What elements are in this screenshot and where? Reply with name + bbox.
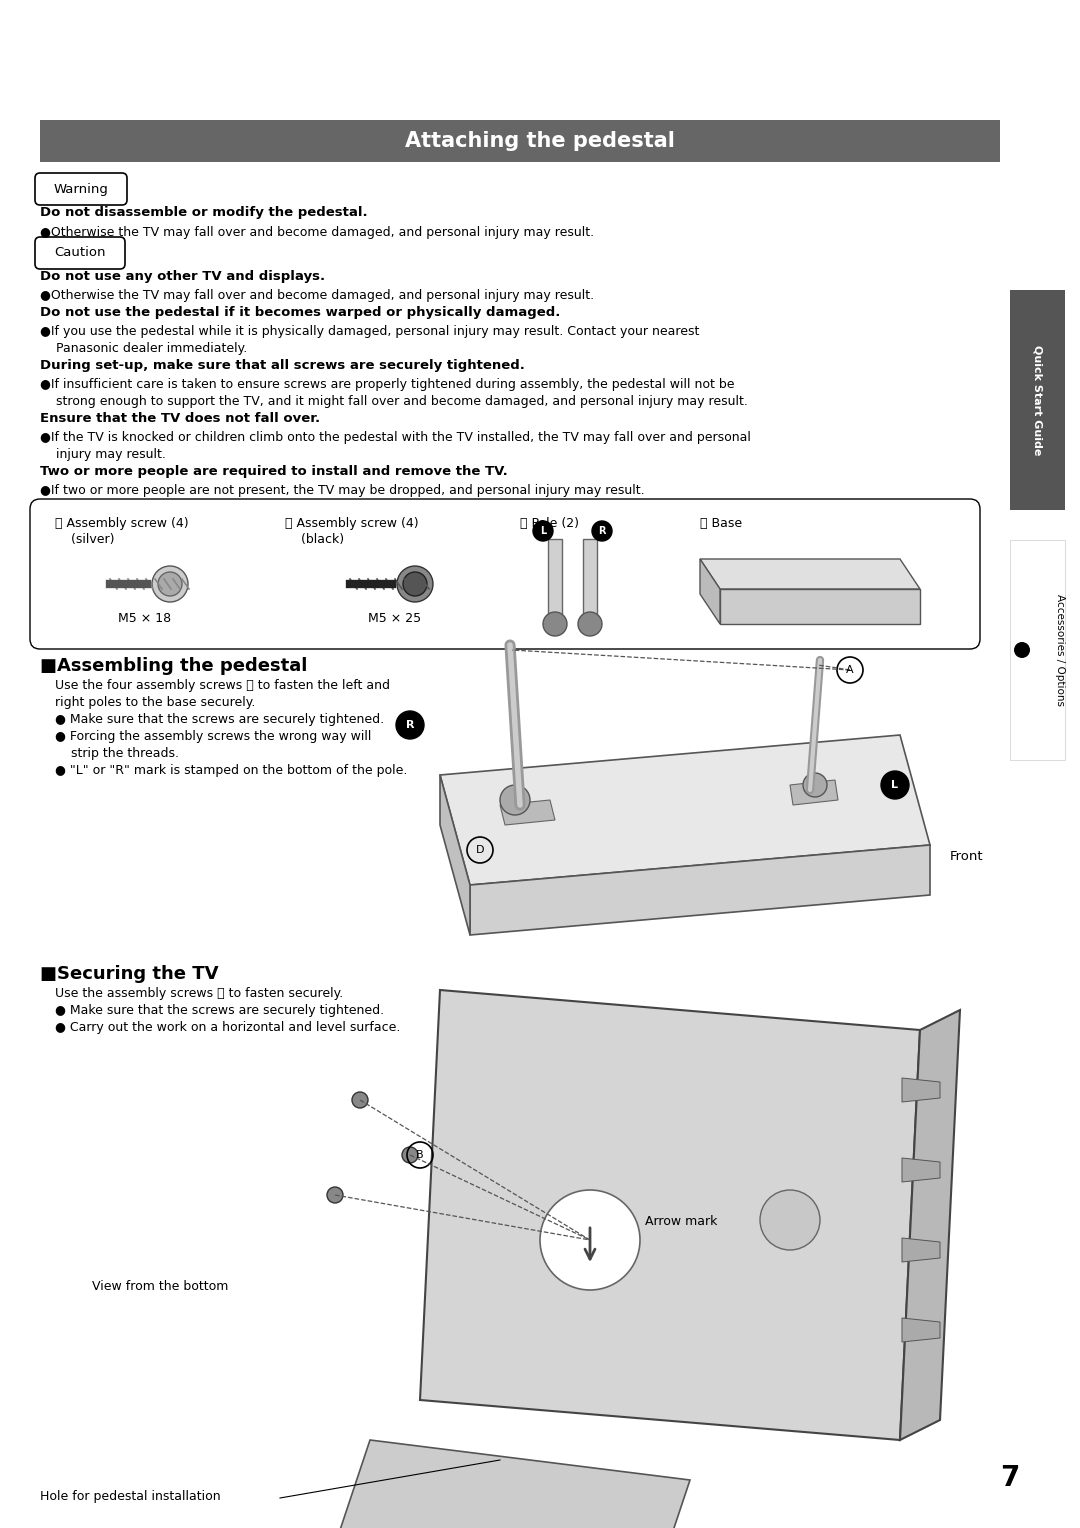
Circle shape [592, 521, 612, 541]
Text: Do not disassemble or modify the pedestal.: Do not disassemble or modify the pedesta… [40, 206, 367, 219]
Text: ● Make sure that the screws are securely tightened.: ● Make sure that the screws are securely… [55, 714, 384, 726]
Bar [548, 539, 562, 614]
Bar [1010, 290, 1065, 510]
Text: View from the bottom: View from the bottom [92, 1280, 228, 1293]
Circle shape [578, 613, 602, 636]
Circle shape [152, 565, 188, 602]
Text: 7: 7 [1000, 1464, 1020, 1491]
Polygon shape [420, 990, 920, 1439]
Polygon shape [720, 588, 920, 623]
Text: Panasonic dealer immediately.: Panasonic dealer immediately. [40, 342, 247, 354]
Text: R: R [598, 526, 606, 536]
Bar [1010, 539, 1065, 759]
Text: ■Assembling the pedestal: ■Assembling the pedestal [40, 657, 308, 675]
Circle shape [327, 1187, 343, 1203]
Text: ●If you use the pedestal while it is physically damaged, personal injury may res: ●If you use the pedestal while it is phy… [40, 325, 700, 338]
Circle shape [540, 1190, 640, 1290]
Text: Do not use the pedestal if it becomes warped or physically damaged.: Do not use the pedestal if it becomes wa… [40, 306, 561, 319]
Text: injury may result.: injury may result. [40, 448, 166, 461]
Text: Ⓐ Assembly screw (4): Ⓐ Assembly screw (4) [55, 516, 189, 530]
Circle shape [804, 773, 827, 798]
Text: (black): (black) [285, 533, 345, 545]
Text: ● Forcing the assembly screws the wrong way will: ● Forcing the assembly screws the wrong … [55, 730, 372, 743]
Text: Attaching the pedestal: Attaching the pedestal [405, 131, 675, 151]
Text: L: L [540, 526, 546, 536]
Text: A: A [847, 665, 854, 675]
Circle shape [352, 1093, 368, 1108]
Text: Use the four assembly screws Ⓐ to fasten the left and: Use the four assembly screws Ⓐ to fasten… [55, 678, 390, 692]
Text: Caution: Caution [54, 246, 106, 260]
Circle shape [1014, 642, 1030, 659]
Circle shape [396, 711, 424, 740]
Polygon shape [789, 779, 838, 805]
Text: Use the assembly screws Ⓑ to fasten securely.: Use the assembly screws Ⓑ to fasten secu… [55, 987, 343, 999]
Polygon shape [700, 559, 920, 588]
Text: M5 × 25: M5 × 25 [368, 613, 421, 625]
Text: ●Otherwise the TV may fall over and become damaged, and personal injury may resu: ●Otherwise the TV may fall over and beco… [40, 226, 594, 238]
Text: ●If insufficient care is taken to ensure screws are properly tightened during as: ●If insufficient care is taken to ensure… [40, 377, 734, 391]
Text: ●Otherwise the TV may fall over and become damaged, and personal injury may resu: ●Otherwise the TV may fall over and beco… [40, 289, 594, 303]
Circle shape [402, 1148, 418, 1163]
Text: Ⓒ Pole (2): Ⓒ Pole (2) [519, 516, 579, 530]
Polygon shape [340, 1439, 690, 1528]
Circle shape [760, 1190, 820, 1250]
Text: Hole for pedestal installation: Hole for pedestal installation [40, 1490, 220, 1504]
Circle shape [534, 521, 553, 541]
Circle shape [397, 565, 433, 602]
Text: ● "L" or "R" mark is stamped on the bottom of the pole.: ● "L" or "R" mark is stamped on the bott… [55, 764, 407, 778]
Polygon shape [902, 1319, 940, 1342]
Text: right poles to the base securely.: right poles to the base securely. [55, 695, 255, 709]
Text: strong enough to support the TV, and it might fall over and become damaged, and : strong enough to support the TV, and it … [40, 396, 747, 408]
Text: Arrow mark: Arrow mark [645, 1215, 717, 1229]
Polygon shape [902, 1238, 940, 1262]
Text: ■Securing the TV: ■Securing the TV [40, 966, 218, 983]
Polygon shape [440, 735, 930, 885]
Polygon shape [470, 845, 930, 935]
Polygon shape [902, 1077, 940, 1102]
Bar [40, 121, 1000, 162]
Text: strip the threads.: strip the threads. [55, 747, 179, 759]
Polygon shape [440, 775, 470, 935]
Text: Accessories / Options: Accessories / Options [1055, 594, 1065, 706]
Bar [583, 539, 597, 614]
Text: B: B [416, 1151, 423, 1160]
Circle shape [881, 772, 909, 799]
Polygon shape [902, 1158, 940, 1183]
Text: Ⓑ Assembly screw (4): Ⓑ Assembly screw (4) [285, 516, 419, 530]
Polygon shape [700, 559, 720, 623]
Text: Two or more people are required to install and remove the TV.: Two or more people are required to insta… [40, 465, 508, 478]
Text: During set-up, make sure that all screws are securely tightened.: During set-up, make sure that all screws… [40, 359, 525, 371]
Text: R: R [406, 720, 415, 730]
Text: ●If the TV is knocked or children climb onto the pedestal with the TV installed,: ●If the TV is knocked or children climb … [40, 431, 751, 445]
Text: ● Make sure that the screws are securely tightened.: ● Make sure that the screws are securely… [55, 1004, 384, 1018]
Polygon shape [900, 1010, 960, 1439]
Text: ●If two or more people are not present, the TV may be dropped, and personal inju: ●If two or more people are not present, … [40, 484, 645, 497]
Text: D: D [476, 845, 484, 856]
Circle shape [543, 613, 567, 636]
Circle shape [403, 571, 427, 596]
Text: Ensure that the TV does not fall over.: Ensure that the TV does not fall over. [40, 413, 320, 425]
Text: M5 × 18: M5 × 18 [119, 613, 172, 625]
Text: ● Carry out the work on a horizontal and level surface.: ● Carry out the work on a horizontal and… [55, 1021, 401, 1034]
Polygon shape [500, 801, 555, 825]
Circle shape [158, 571, 183, 596]
Text: Do not use any other TV and displays.: Do not use any other TV and displays. [40, 270, 325, 283]
Text: L: L [891, 779, 899, 790]
Circle shape [500, 785, 530, 814]
Text: Ⓓ Base: Ⓓ Base [700, 516, 742, 530]
Text: Front: Front [950, 850, 984, 863]
Text: (silver): (silver) [55, 533, 114, 545]
Text: Quick Start Guide: Quick Start Guide [1032, 345, 1042, 455]
Text: Warning: Warning [54, 182, 108, 196]
